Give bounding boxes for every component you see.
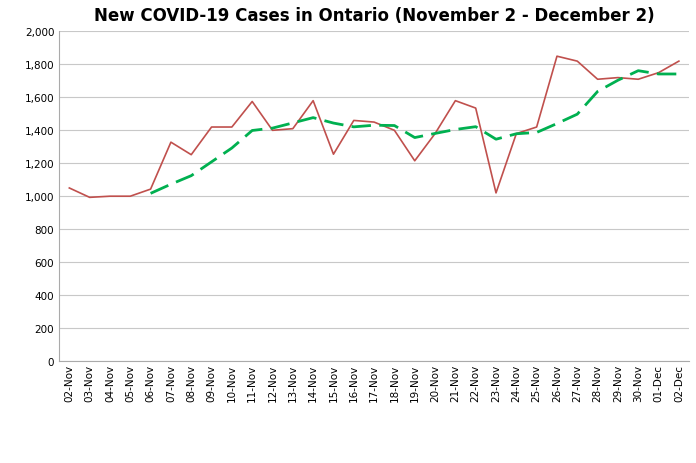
Title: New COVID-19 Cases in Ontario (November 2 - December 2): New COVID-19 Cases in Ontario (November … <box>94 7 654 25</box>
